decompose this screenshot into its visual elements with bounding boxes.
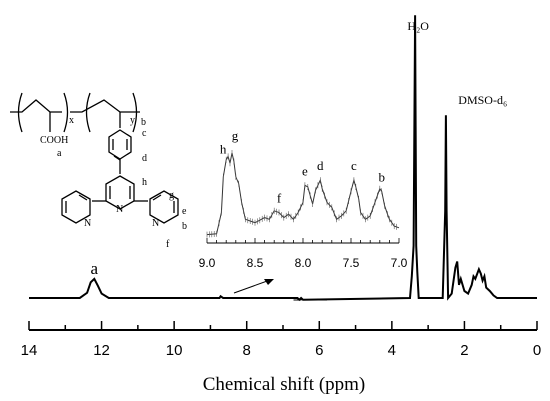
arrow-shaft [233, 279, 271, 294]
label-b: b [141, 117, 146, 128]
right-pyridine-ring [149, 190, 179, 224]
inset-tick-label: 7.0 [391, 256, 408, 270]
central-pyridine-double-bonds [109, 186, 131, 199]
inset-peak-label: d [317, 158, 324, 173]
inset-peak-labels: hg f e d c b [220, 128, 385, 206]
inset-expansion: 9.0 8.5 8.0 7.5 7.0 hg f e d c b [199, 128, 408, 270]
inset-tick-label: 7.5 [343, 256, 360, 270]
inset-peak-label: g [232, 128, 239, 143]
label-a: a [57, 148, 62, 159]
inset-tick-label: 9.0 [199, 256, 216, 270]
x-tick-label: 6 [315, 342, 323, 359]
x-tick-label: 12 [93, 342, 110, 359]
central-pyridine-ring [105, 175, 135, 210]
label-f: f [166, 239, 170, 250]
phenyl-ring [108, 129, 132, 160]
bracket-left-x [17, 92, 23, 133]
bracket-right-x [63, 92, 69, 133]
main-spectrum-line [29, 15, 537, 302]
label-b2: b [182, 221, 187, 232]
left-pyridine-ring [61, 190, 91, 224]
arrow-head [264, 279, 274, 285]
inset-peak-label: e [302, 163, 308, 178]
phenyl-double-bonds [112, 139, 128, 161]
label-d: d [142, 153, 147, 164]
x-tick-label: 4 [388, 342, 396, 359]
label-cooh: COOH [40, 135, 68, 146]
label-n-center: N [116, 204, 123, 215]
label-n-left: N [84, 218, 91, 229]
x-tick-label: 8 [243, 342, 251, 359]
bracket-left-y [85, 92, 91, 133]
x-tick-label: 14 [21, 342, 38, 359]
inset-tick-label: 8.0 [295, 256, 312, 270]
inset-peak-label: f [277, 191, 282, 206]
main-spectrum: a H₂O DMSO-d₆ [29, 15, 537, 302]
label-h: h [142, 177, 147, 188]
label-n-right: N [152, 218, 159, 229]
inset-peak-label: b [378, 169, 385, 184]
backbone-unit-x [10, 99, 62, 113]
x-tick-label: 0 [533, 342, 541, 359]
peak-annotations: a H₂O DMSO-d₆ [91, 19, 508, 278]
inset-peak-label: h [220, 141, 227, 156]
label-e: e [182, 206, 187, 217]
inset-peak-label: c [351, 158, 357, 173]
label-x: x [69, 115, 74, 126]
inset-noise-hatching [206, 150, 397, 238]
right-pyridine-double-bonds [152, 194, 175, 213]
inset-tick-label: 8.5 [247, 256, 264, 270]
expansion-arrow [233, 279, 274, 294]
x-tick-label: 10 [166, 342, 183, 359]
inset-x-axis-tick-labels: 9.0 8.5 8.0 7.5 7.0 [199, 256, 408, 270]
main-x-axis: 14 12 10 8 6 4 2 0 Chemical shift (ppm) [21, 321, 542, 395]
x-axis-ticks [28, 321, 538, 330]
peak-annotation: DMSO-d₆ [458, 93, 507, 107]
left-pyridine-double-bonds [65, 194, 88, 213]
peak-annotation: a [91, 259, 99, 278]
label-c: c [142, 128, 147, 139]
label-y: y [130, 115, 135, 126]
label-g: g [169, 190, 174, 201]
peak-annotation: H₂O [407, 19, 429, 33]
polymer-structure [10, 92, 179, 224]
x-axis-tick-labels: 14 12 10 8 6 4 2 0 [21, 342, 542, 359]
backbone-unit-y [70, 99, 140, 113]
structure-labels: x y COOH a b c d h g e b f N N N [40, 115, 187, 250]
x-axis-title: Chemical shift (ppm) [203, 374, 366, 395]
bracket-right-y [132, 92, 138, 133]
x-tick-label: 2 [460, 342, 468, 359]
inset-x-axis-ticks [206, 238, 400, 243]
